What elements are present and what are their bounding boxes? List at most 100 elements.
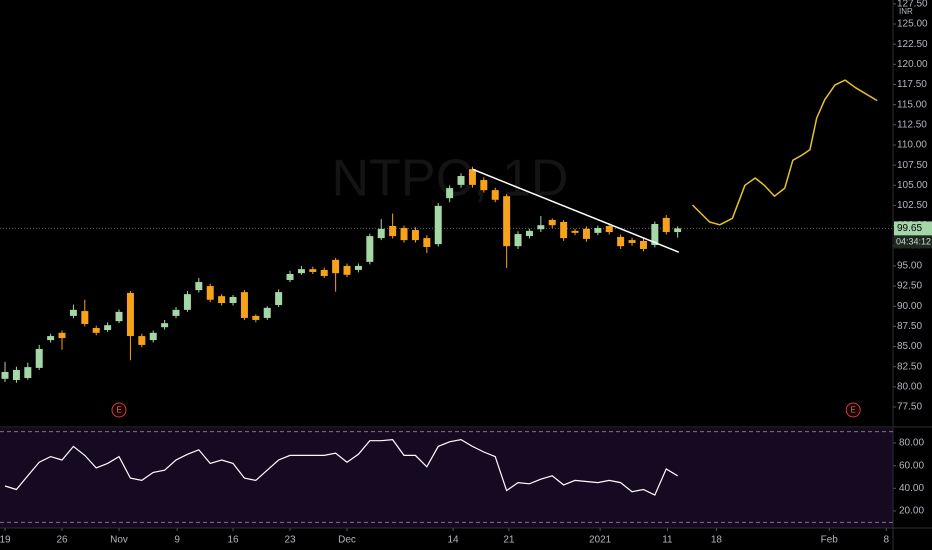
candle-body [252, 315, 260, 320]
earnings-marker [111, 402, 127, 418]
y-tick-label: 112.50 [897, 119, 927, 130]
candle-body [503, 196, 511, 247]
candle-body [628, 240, 636, 243]
earnings-label: E [116, 406, 121, 415]
candle-body [571, 230, 579, 233]
y-tick-label: 82.50 [897, 361, 922, 372]
rsi-y-tick-label: 40.00 [899, 483, 924, 494]
candle-body [434, 205, 442, 245]
y-tick-label: 80.00 [897, 382, 922, 393]
candle-body [161, 323, 169, 328]
x-tick-label: 19 [0, 535, 11, 546]
x-tick-label: Nov [110, 535, 128, 546]
candle-body [240, 292, 248, 318]
candle-body [104, 325, 112, 331]
candle-body [286, 273, 294, 281]
candle-body [343, 265, 351, 275]
last-price-badge [894, 221, 932, 236]
countdown-badge [894, 235, 932, 249]
rsi-line [4, 438, 678, 496]
x-tick-label: 26 [56, 535, 68, 546]
y-tick-label: 117.50 [897, 79, 927, 90]
candle-body [69, 309, 77, 316]
x-tick-label: Feb [821, 535, 839, 546]
candle-body [309, 269, 317, 272]
candle-body [206, 286, 214, 300]
earnings-marker [845, 402, 861, 418]
candle-body [218, 296, 226, 304]
candle-body [229, 296, 237, 304]
candle-body [1, 371, 9, 379]
candle-body [366, 236, 374, 262]
candle-body [195, 282, 203, 291]
candle-body [275, 292, 283, 306]
candle-body [457, 176, 465, 185]
candle-body [183, 294, 191, 310]
rsi-panel [0, 428, 893, 528]
x-tick-label: Dec [338, 535, 356, 546]
candle-body [263, 307, 271, 318]
rsi-y-tick-label: 20.00 [899, 506, 924, 517]
x-tick-label: 9 [174, 535, 180, 546]
x-tick-label: 23 [284, 535, 296, 546]
candle-body [423, 238, 431, 247]
candle-body [58, 332, 66, 339]
y-tick-label: 127.50 [897, 0, 928, 10]
candle-body [514, 234, 522, 247]
candle-body [400, 228, 408, 241]
y-tick-label: 92.50 [897, 281, 922, 292]
y-tick-label: 90.00 [897, 301, 922, 312]
candle-body [92, 328, 100, 333]
rsi-y-tick-label: 60.00 [899, 460, 924, 471]
candle-body [525, 230, 533, 237]
candle-body [377, 228, 385, 239]
candle-body [47, 336, 55, 341]
y-tick-label: 102.50 [897, 200, 928, 211]
y-tick-label: 110.00 [897, 140, 927, 151]
candle-body [320, 269, 328, 276]
candle-body [354, 265, 362, 270]
countdown-label: 04:34:12 [896, 236, 931, 246]
candle-body [12, 369, 20, 381]
candle-body [617, 236, 625, 247]
candle-body [389, 226, 397, 237]
rsi-y-tick-label: 80.00 [899, 438, 924, 449]
projection-curve [691, 79, 878, 226]
x-tick-label: 21 [503, 535, 515, 546]
candle-body [411, 230, 419, 241]
y-tick-label: 105.00 [897, 180, 928, 191]
x-tick-label: 11 [662, 535, 673, 546]
currency-label: INR [899, 7, 913, 16]
candle-body [651, 223, 659, 245]
y-tick-label: 107.50 [897, 160, 928, 171]
y-tick-label: 125.00 [897, 19, 928, 30]
y-tick-label: 85.00 [897, 341, 922, 352]
y-tick-label: 120.00 [897, 59, 928, 70]
candle-body [605, 226, 613, 233]
candle-body [35, 348, 43, 368]
y-tick-label: 122.50 [897, 39, 928, 50]
y-tick-label: 115.00 [897, 99, 927, 110]
candle-body [480, 180, 488, 191]
trendline [472, 168, 680, 253]
y-tick-label: 77.50 [897, 402, 922, 413]
candle-body [662, 217, 670, 233]
candle-body [138, 336, 146, 345]
y-tick-label: 95.00 [897, 261, 922, 272]
candle-body [81, 311, 89, 324]
candle-body [582, 228, 590, 239]
candle-body [446, 188, 454, 199]
x-tick-label: 18 [711, 535, 723, 546]
x-tick-label: 2021 [589, 535, 612, 546]
candle-body [24, 367, 32, 378]
candle-body [537, 225, 545, 230]
x-tick-label: 8 [883, 535, 889, 546]
earnings-label: E [851, 406, 856, 415]
candle-body [149, 332, 157, 341]
candle-body [548, 219, 556, 226]
candle-body [332, 259, 340, 274]
candle-body [115, 311, 123, 322]
candle-body [639, 240, 647, 249]
